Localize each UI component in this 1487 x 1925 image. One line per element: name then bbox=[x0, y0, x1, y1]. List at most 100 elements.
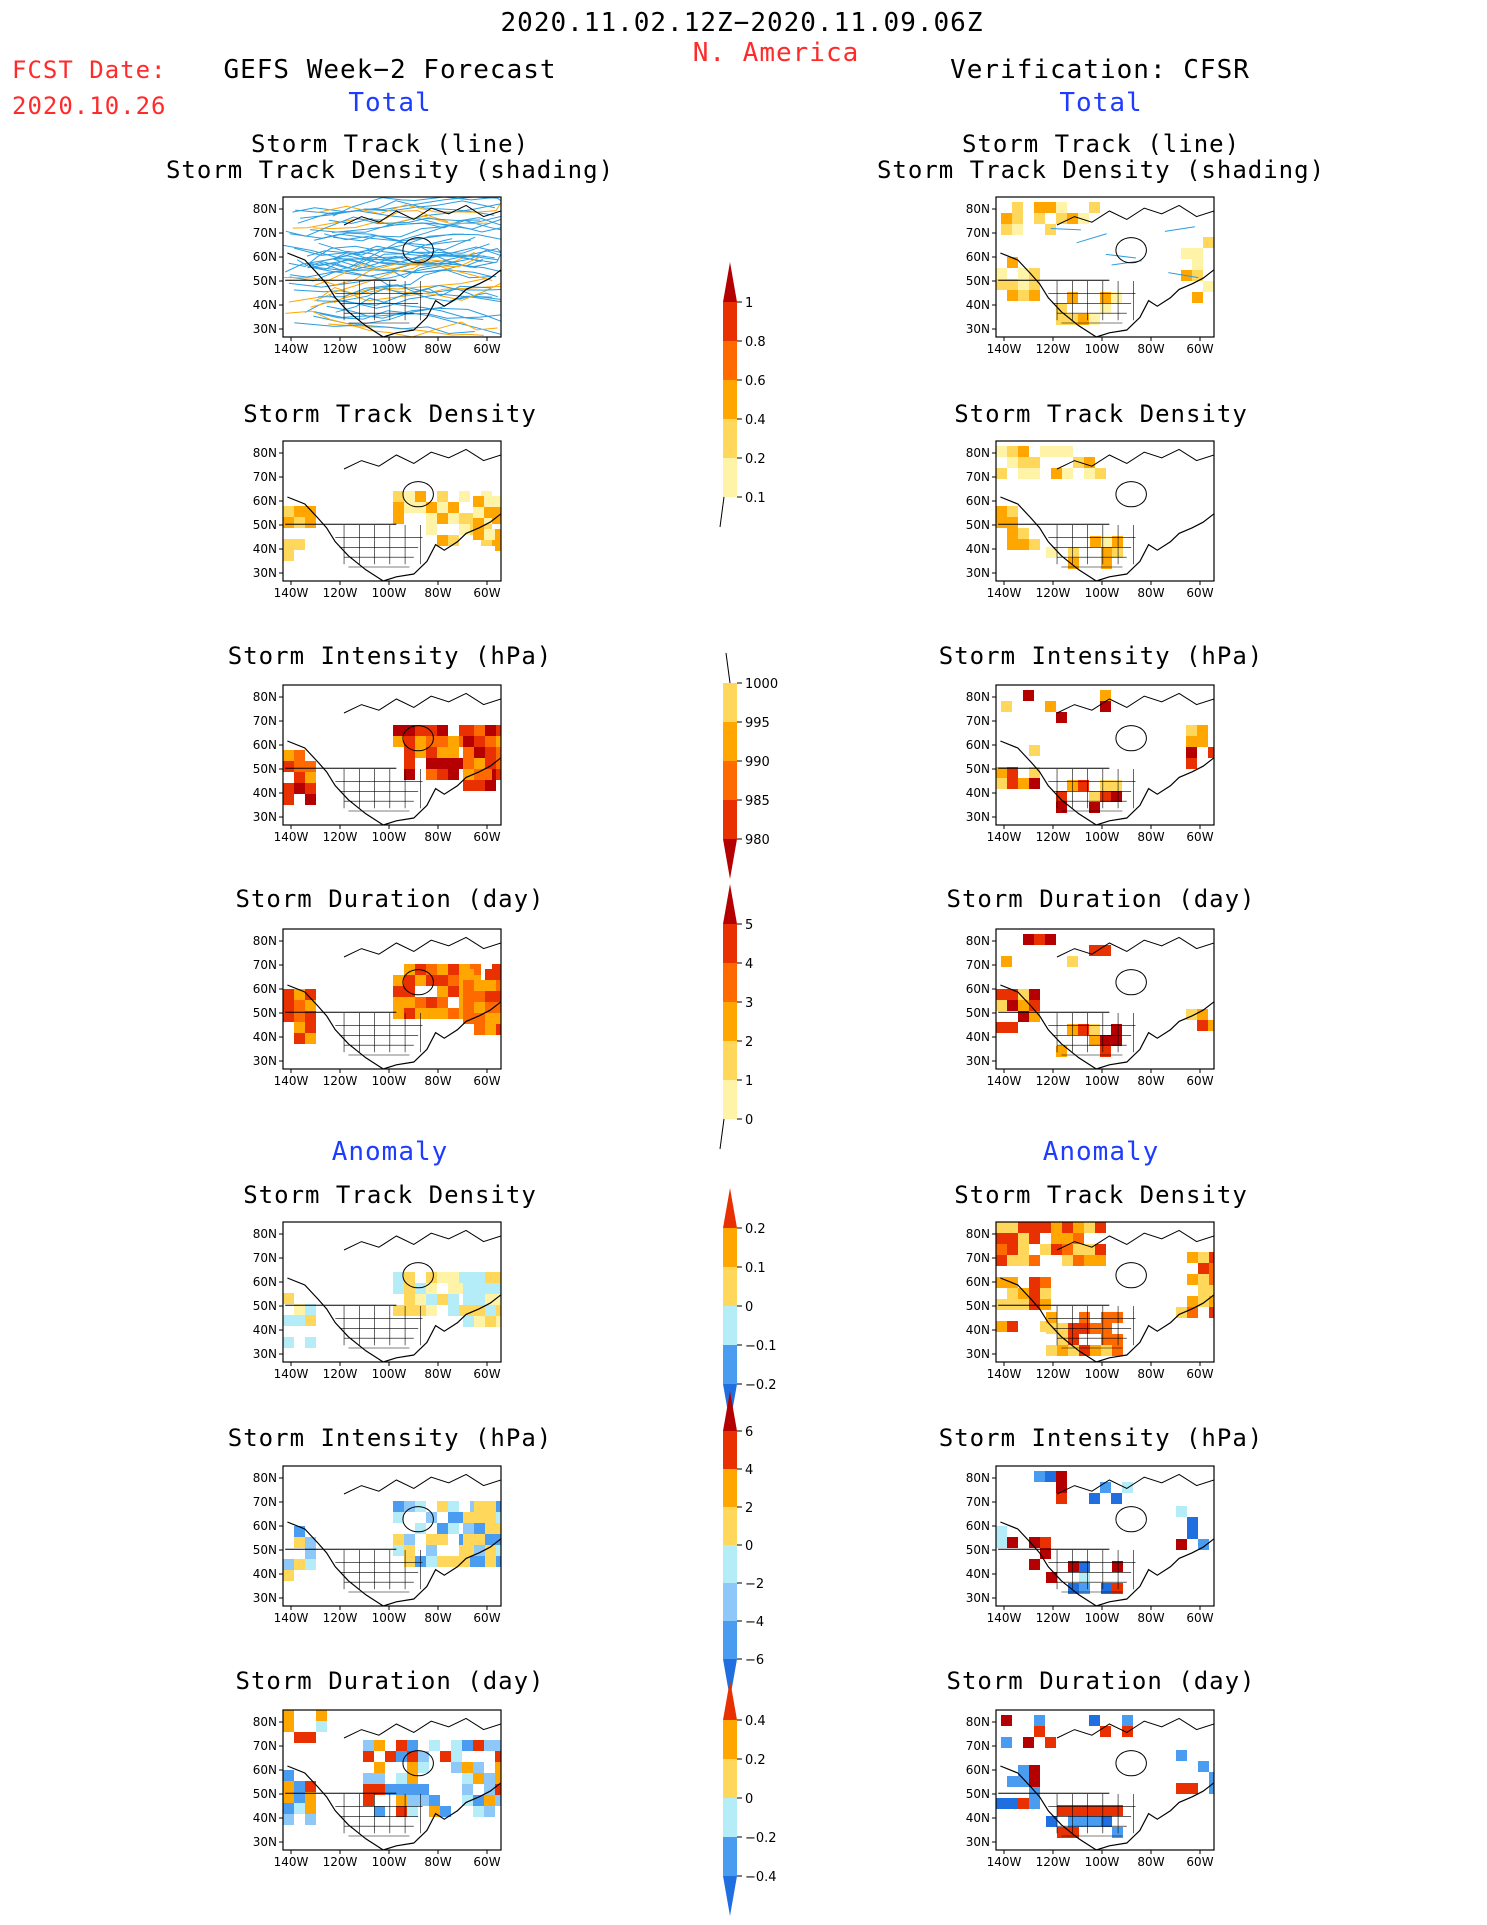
shading-cell bbox=[1029, 290, 1040, 301]
lon-tick-label: 60W bbox=[1186, 1074, 1213, 1088]
colorbar-top-arrow bbox=[723, 1391, 737, 1431]
shading-cell bbox=[374, 1806, 385, 1817]
shading-cell bbox=[496, 769, 501, 780]
shading-cell bbox=[1040, 1277, 1051, 1288]
lat-tick-label: 80N bbox=[966, 1227, 990, 1241]
lat-tick-label: 50N bbox=[966, 1299, 990, 1313]
shading-cell bbox=[404, 1545, 415, 1556]
colorbar-band bbox=[723, 924, 737, 963]
colorbar-intensity-anom: 6 4 2 0 −2 −4 −6 bbox=[723, 1391, 764, 1699]
map-content bbox=[996, 1710, 1214, 1850]
shading-cell bbox=[1084, 468, 1095, 479]
colorbar-label: 0 bbox=[745, 1539, 753, 1554]
map-frame bbox=[995, 684, 1215, 826]
shading-cell bbox=[393, 736, 404, 747]
shading-cell bbox=[1176, 1539, 1187, 1550]
shading-cell bbox=[1100, 1035, 1111, 1046]
shading-cell bbox=[418, 1751, 429, 1762]
shading-cell bbox=[1084, 457, 1095, 468]
colorbar-band bbox=[723, 1621, 737, 1659]
lon-tick-label: 60W bbox=[1186, 586, 1213, 600]
shading-cell bbox=[393, 491, 404, 502]
colorbar-label: 6 bbox=[745, 1425, 753, 1440]
hudson-bay bbox=[402, 725, 434, 752]
shading-cell bbox=[1018, 1255, 1029, 1266]
map-frame bbox=[995, 928, 1215, 1070]
shading-cell bbox=[1034, 934, 1045, 945]
lat-tick-label: 50N bbox=[966, 1787, 990, 1801]
shading-cell bbox=[1062, 1233, 1073, 1244]
lat-tick-label: 40N bbox=[966, 1811, 990, 1825]
shading-cell bbox=[294, 1315, 305, 1326]
shading-cell bbox=[484, 1795, 495, 1806]
shading-cell bbox=[448, 1501, 459, 1512]
shading-cell bbox=[448, 1283, 459, 1294]
colorbar-band bbox=[723, 1041, 737, 1080]
lat-tick-label: 30N bbox=[253, 1591, 277, 1605]
shading-cell bbox=[485, 747, 496, 758]
shading-cell bbox=[305, 517, 316, 528]
shading-cell bbox=[448, 747, 459, 758]
shading-cell bbox=[1056, 1471, 1067, 1482]
shading-cell bbox=[473, 507, 484, 518]
shading-cell bbox=[496, 1501, 501, 1512]
shading-cell bbox=[459, 1305, 470, 1316]
lat-tick-label: 70N bbox=[253, 714, 277, 728]
coastline bbox=[1000, 496, 1214, 581]
region-title: N. America bbox=[692, 38, 860, 68]
shading-cell bbox=[474, 1002, 485, 1013]
lat-tick-label: 80N bbox=[253, 202, 277, 216]
shading-cell bbox=[415, 747, 426, 758]
shading-cell bbox=[1018, 1798, 1029, 1809]
shading-cell bbox=[393, 1512, 404, 1523]
shading-cell bbox=[437, 975, 448, 986]
colorbar-band bbox=[723, 1345, 737, 1384]
colorbar-band bbox=[723, 419, 737, 458]
shading-cell bbox=[996, 506, 1007, 517]
shading-cell bbox=[426, 758, 437, 769]
shading-cell bbox=[462, 1773, 473, 1784]
shading-cell bbox=[437, 1272, 448, 1283]
lat-tick-label: 80N bbox=[253, 934, 277, 948]
shading-cell bbox=[1111, 1035, 1122, 1046]
storm-track-line bbox=[1111, 260, 1142, 266]
shading-cell bbox=[1095, 468, 1106, 479]
lon-tick-label: 60W bbox=[473, 830, 500, 844]
shading-cell bbox=[404, 986, 415, 997]
shading-cell bbox=[496, 1316, 501, 1327]
shading-cell bbox=[415, 502, 426, 513]
shading-cell bbox=[1023, 1737, 1034, 1748]
lat-tick-label: 70N bbox=[253, 1739, 277, 1753]
lat-tick-label: 50N bbox=[966, 762, 990, 776]
colorbar-top-arrow bbox=[723, 1188, 737, 1228]
lon-tick-label: 140W bbox=[987, 1074, 1022, 1088]
shading-cell bbox=[393, 725, 404, 736]
shading-cell bbox=[393, 513, 404, 524]
shading-cell bbox=[426, 747, 437, 758]
shading-cell bbox=[415, 975, 426, 986]
map-frame bbox=[282, 1465, 502, 1607]
colorbar-band bbox=[723, 963, 737, 1002]
shading-cell bbox=[1029, 745, 1040, 756]
shading-cell bbox=[440, 1751, 451, 1762]
storm-track-line bbox=[335, 297, 484, 320]
lat-tick-label: 40N bbox=[253, 1323, 277, 1337]
colorbar-band bbox=[723, 1583, 737, 1621]
shading-cell bbox=[294, 1022, 305, 1033]
shading-cell bbox=[1095, 1222, 1106, 1233]
lon-tick-label: 100W bbox=[372, 1074, 407, 1088]
shading-cell bbox=[496, 980, 501, 991]
shading-cell bbox=[404, 747, 415, 758]
shading-cell bbox=[1198, 1296, 1209, 1307]
shading-cell bbox=[463, 1283, 474, 1294]
shading-cell bbox=[415, 1523, 426, 1534]
shading-cell bbox=[1046, 1816, 1057, 1827]
map-frame bbox=[282, 1221, 502, 1363]
lon-tick-label: 60W bbox=[473, 1367, 500, 1381]
shading-cell bbox=[1187, 1296, 1198, 1307]
colorbar-duration-anom: 0.4 0.2 0 −0.2 −0.4 bbox=[723, 1680, 777, 1916]
shading-cell bbox=[393, 1008, 404, 1019]
coastline bbox=[287, 496, 501, 581]
shading-cell bbox=[1045, 1471, 1056, 1482]
arctic-coast bbox=[343, 936, 501, 958]
